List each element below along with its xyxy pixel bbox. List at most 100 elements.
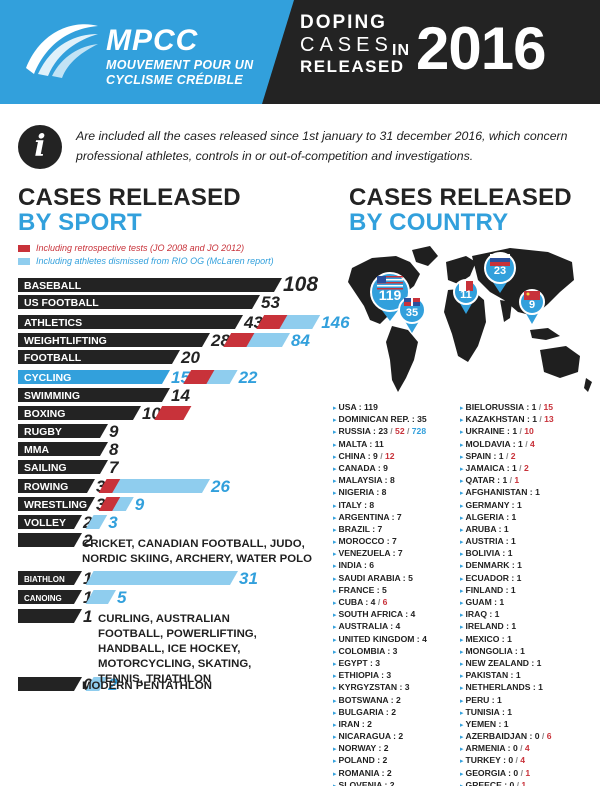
bullet-arrow-icon: ▸ [333, 502, 337, 510]
country-name: GREECE : [465, 779, 510, 786]
value-rowing-rio: 26 [210, 477, 230, 496]
label-mma: MMA [24, 444, 49, 456]
bar-rowing-rio [112, 479, 210, 493]
value-row-18-rio: 2 [107, 675, 118, 694]
bullet-arrow-icon: ▸ [460, 770, 464, 778]
label-swimming: SWIMMING [24, 390, 80, 402]
country-title-line-2: BY COUNTRY [349, 209, 509, 236]
country-row-bulgaria: ▸ BULGARIA : 2 [333, 706, 427, 718]
new-zealand-shape [584, 378, 592, 392]
country-row-russia: ▸ RUSSIA : 23 / 52 / 728 [333, 425, 427, 437]
header-dark-panel [262, 0, 600, 104]
country-row-spain: ▸ SPAIN : 1 / 2 [460, 450, 554, 462]
bar-swimming-base [18, 388, 170, 402]
value-athletics-retro: 79 [264, 313, 283, 332]
country-name: DENMARK : [465, 560, 518, 571]
country-name: SLOVENIA : [338, 779, 390, 786]
country-name: SOUTH AFRICA : [338, 609, 411, 620]
bar-weightlifting-rio [246, 333, 290, 347]
mpcc-logo-icon [26, 24, 98, 78]
bar-volley-rio [85, 515, 108, 529]
country-name: MOROCCO : [338, 536, 392, 547]
country-name: ROMANIA : [338, 767, 387, 778]
country-value: 2 [389, 779, 395, 786]
country-value-retro: 10 [524, 426, 534, 437]
country-name: ECUADOR : [465, 572, 517, 583]
country-name: QATAR : [465, 475, 503, 486]
value-rowing-base: 3 [96, 477, 106, 496]
country-name: TURKEY : [465, 755, 509, 766]
label-weightlifting: WEIGHTLIFTING [24, 335, 107, 347]
country-name: CHINA : [338, 450, 374, 461]
value-separator: / [539, 731, 547, 742]
australia-shape [540, 346, 580, 378]
country-row-armenia: ▸ ARMENIA : 0 / 4 [460, 742, 554, 754]
value-us-football-base: 53 [261, 293, 280, 312]
country-value-retro: 1 [521, 779, 527, 786]
country-name: NIGERIA : [338, 487, 382, 498]
country-row-bolivia: ▸ BOLIVIA : 1 [460, 547, 554, 559]
label-boxing: BOXING [24, 408, 65, 420]
country-name: COLOMBIA : [338, 645, 393, 656]
bar-row-15-rio [85, 571, 238, 585]
header-title-released: RELEASED [300, 57, 405, 76]
bullet-arrow-icon: ▸ [460, 502, 464, 510]
country-value-retro: 4 [529, 438, 535, 449]
country-row-india: ▸ INDIA : 6 [333, 559, 427, 571]
country-value: 1 [503, 523, 509, 534]
country-name: NICARAGUA : [338, 731, 399, 742]
country-row-dominican-rep: ▸ DOMINICAN REP. : 35 [333, 413, 427, 425]
bullet-arrow-icon: ▸ [460, 624, 464, 632]
value-separator: / [404, 426, 412, 437]
bar-row-16-rio [85, 590, 116, 604]
value-separator: / [513, 755, 521, 766]
map-badge-value: 9 [529, 299, 535, 311]
value-row-15-base: 1 [83, 569, 92, 588]
value-row-14-base: 2 [82, 531, 93, 550]
value-separator: / [503, 450, 511, 461]
bar-boxing-retro [154, 406, 192, 420]
bullet-arrow-icon: ▸ [333, 746, 337, 754]
bullet-arrow-icon: ▸ [460, 673, 464, 681]
value-weightlifting-retro: 76 [231, 331, 250, 350]
country-value-retro: 1 [525, 767, 531, 778]
country-name: GEORGIA : [465, 767, 514, 778]
country-row-iran: ▸ IRAN : 2 [333, 718, 427, 730]
value-sailing-base: 7 [109, 458, 120, 477]
bullet-arrow-icon: ▸ [460, 734, 464, 742]
bullet-arrow-icon: ▸ [333, 673, 337, 681]
sport-title-line-1: CASES RELEASED [18, 184, 241, 211]
country-row-yemen: ▸ YEMEN : 1 [460, 718, 554, 730]
value-separator: / [377, 450, 385, 461]
label-football: FOOTBALL [24, 352, 82, 364]
country-row-austria: ▸ AUSTRIA : 1 [460, 535, 554, 547]
label-volley: VOLLEY [24, 517, 66, 529]
bullet-arrow-icon: ▸ [333, 636, 337, 644]
bullet-arrow-icon: ▸ [333, 648, 337, 656]
logo-title: MPCC [106, 24, 199, 57]
country-value: 1 [507, 633, 512, 644]
country-row-malaysia: ▸ MALAYSIA : 8 [333, 474, 427, 486]
country-value-retro: 15 [543, 402, 554, 412]
country-value: 3 [392, 645, 398, 656]
country-value: 1 [517, 560, 522, 571]
value-separator: / [517, 743, 525, 754]
modern-pentathlon-label: MODERN PENTATHLON [82, 680, 212, 692]
bullet-arrow-icon: ▸ [333, 624, 337, 632]
value-wrestling-retro: 8 [107, 495, 117, 514]
country-row-ethiopia: ▸ ETHIOPIA : 3 [333, 669, 427, 681]
country-name: SPAIN : [465, 450, 499, 461]
bullet-arrow-icon: ▸ [460, 648, 464, 656]
country-value: 4 [370, 597, 376, 607]
country-row-jamaica: ▸ JAMAICA : 1 / 2 [460, 462, 554, 474]
country-value: 1 [515, 670, 521, 681]
country-name: USA : [338, 402, 364, 412]
country-value: 0 [512, 743, 518, 754]
country-row-kyrgyzstan: ▸ KYRGYZSTAN : 3 [333, 681, 427, 693]
value-weightlifting-rio: 84 [291, 331, 310, 350]
bullet-arrow-icon: ▸ [333, 551, 337, 559]
bar-row-14-base [18, 533, 82, 547]
country-row-ireland: ▸ IRELAND : 1 [460, 620, 554, 632]
bullet-arrow-icon: ▸ [460, 660, 464, 668]
